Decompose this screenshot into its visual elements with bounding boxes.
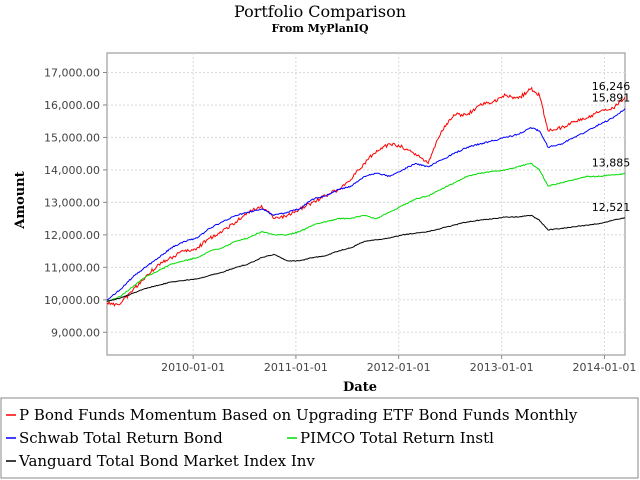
y-tick-label: 11,000.00 (44, 261, 100, 274)
x-tick-label: 2012-01-01 (367, 361, 431, 374)
chart-title: Portfolio Comparison (234, 2, 406, 21)
y-axis-label: Amount (13, 171, 28, 229)
y-axis-ticks: 9,000.00 10,000.00 11,000.00 12,000.00 13,00… (44, 66, 107, 339)
legend: P Bond Funds Momentum Based on Upgrading… (6, 406, 578, 470)
end-value-label: 15,891 (592, 91, 631, 104)
x-axis-ticks: 2010-01-01 2011-01-01 2012-01-01 2013-01-01… (161, 355, 636, 374)
legend-box (0, 397, 639, 479)
x-tick-label: 2010-01-01 (161, 361, 225, 374)
y-tick-label: 13,000.00 (44, 196, 100, 209)
series-line (106, 214, 625, 302)
legend-entry: Vanguard Total Bond Market Index Inv (18, 452, 315, 470)
series-line (106, 108, 626, 301)
y-tick-label: 9,000.00 (51, 326, 100, 339)
end-value-label: 16,246 (592, 80, 631, 93)
y-tick-label: 10,000.00 (44, 294, 100, 307)
x-tick-label: 2013-01-01 (470, 361, 534, 374)
end-value-label: 13,885 (592, 157, 631, 170)
chart-subtitle: From MyPlanIQ (271, 22, 369, 35)
y-tick-label: 16,000.00 (44, 99, 100, 112)
series-lines (106, 86, 626, 307)
y-tick-label: 12,000.00 (44, 229, 100, 242)
x-tick-label: 2014-01-01 (572, 361, 636, 374)
x-tick-label: 2011-01-01 (264, 361, 328, 374)
y-tick-label: 14,000.00 (44, 164, 100, 177)
series-line (106, 86, 626, 307)
x-axis-label: Date (343, 380, 377, 395)
plot-area (106, 52, 626, 356)
y-tick-label: 17,000.00 (44, 66, 100, 79)
end-value-label: 12,521 (592, 201, 631, 214)
series-line (107, 162, 626, 302)
legend-entry: Schwab Total Return Bond (19, 429, 223, 447)
legend-entry: P Bond Funds Momentum Based on Upgrading… (19, 406, 578, 424)
y-tick-label: 15,000.00 (44, 131, 100, 144)
legend-entry: PIMCO Total Return Instl (300, 429, 494, 447)
